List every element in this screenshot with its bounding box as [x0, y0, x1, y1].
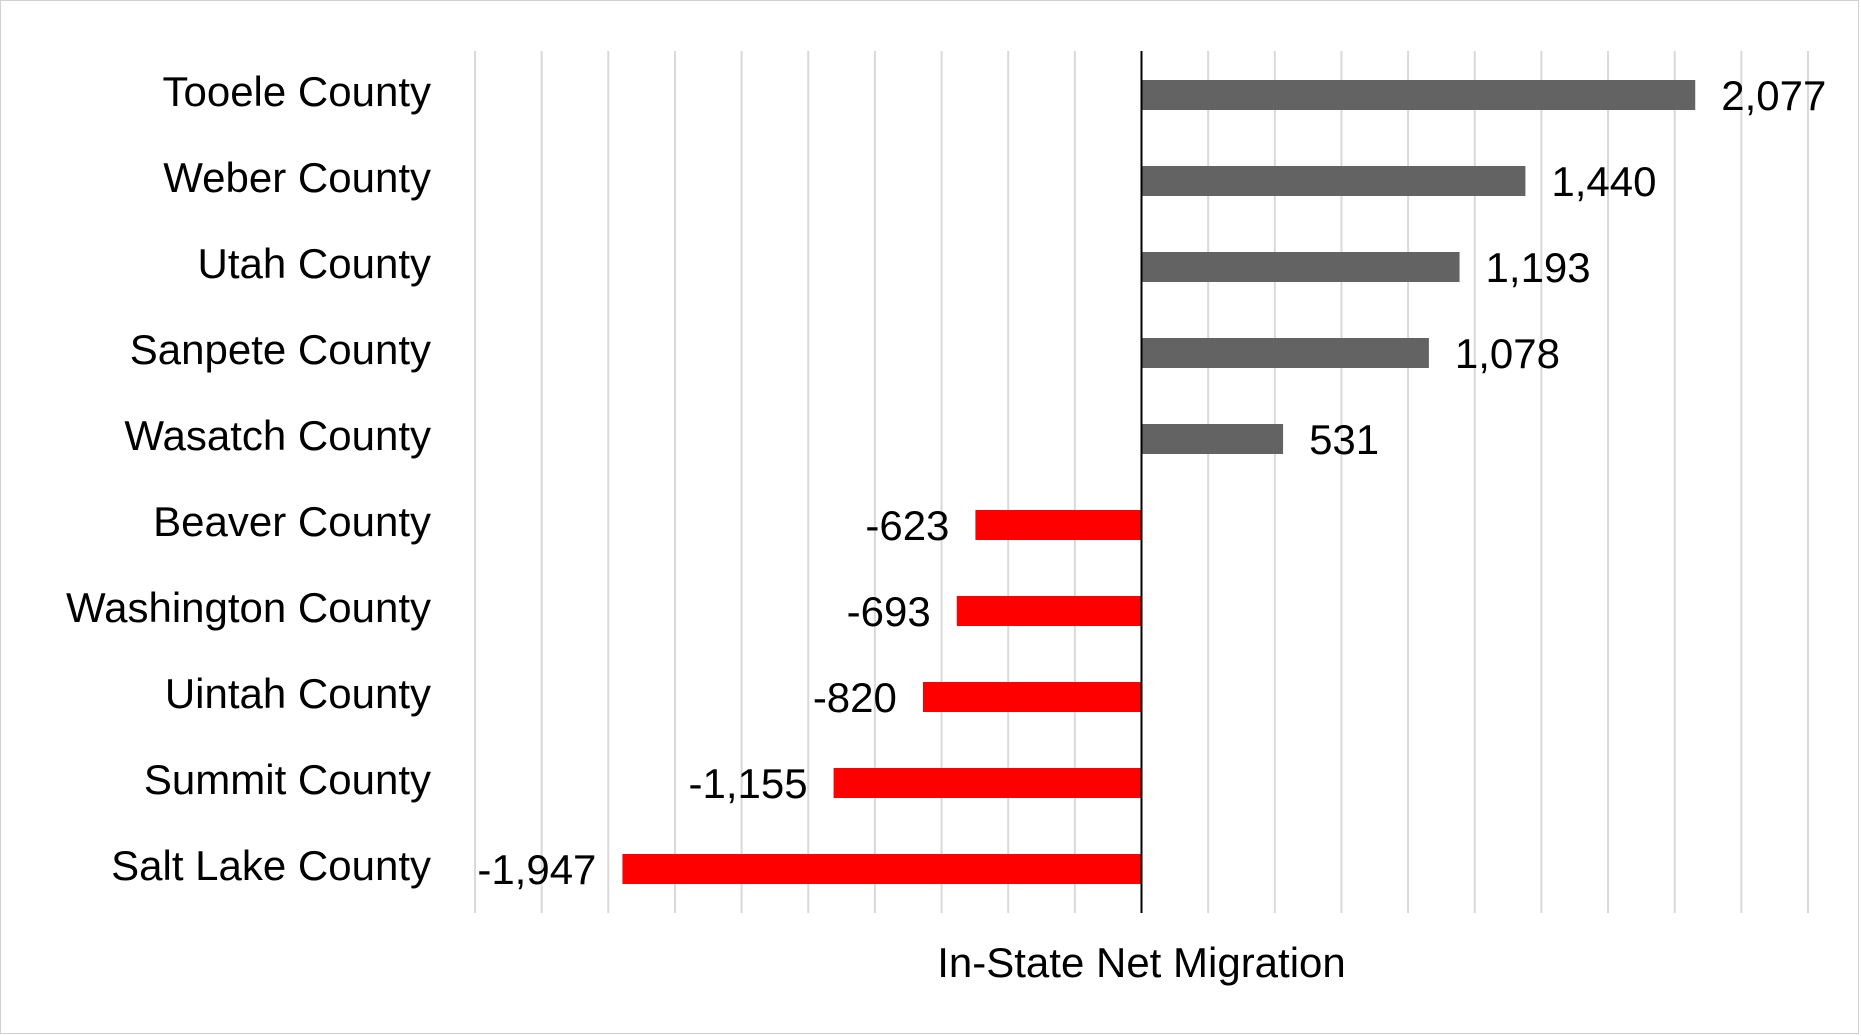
- bar: [1141, 338, 1429, 368]
- category-label: Uintah County: [165, 670, 431, 717]
- bars: [622, 80, 1696, 884]
- data-label: -1,155: [688, 760, 807, 807]
- category-label: Summit County: [144, 756, 431, 803]
- bar: [956, 596, 1142, 626]
- data-label: 2,077: [1721, 72, 1826, 119]
- data-label: -1,947: [477, 846, 596, 893]
- bar: [1141, 252, 1460, 282]
- bar: [833, 768, 1142, 798]
- category-labels: Tooele County Weber County Utah County Sanp…: [66, 68, 431, 889]
- category-label: Utah County: [198, 240, 431, 287]
- bar: [622, 854, 1142, 884]
- bar: [1141, 80, 1696, 110]
- data-labels: 2,077 1,440 1,193 1,078 531 -623 -693 -820-1,15…: [477, 72, 1826, 893]
- data-label: -623: [865, 502, 949, 549]
- category-label: Washington County: [66, 584, 431, 631]
- category-label: Wasatch County: [124, 412, 431, 459]
- data-label: 1,193: [1486, 244, 1591, 291]
- data-label: 531: [1309, 416, 1379, 463]
- category-label: Beaver County: [153, 498, 431, 545]
- bar: [922, 682, 1142, 712]
- category-label: Weber County: [163, 154, 431, 201]
- bar: [1141, 424, 1284, 454]
- category-label: Salt Lake County: [111, 842, 431, 889]
- bar: [975, 510, 1142, 540]
- category-label: Tooele County: [162, 68, 431, 115]
- data-label: 1,440: [1551, 158, 1656, 205]
- data-label: -820: [813, 674, 897, 721]
- x-axis-title: In-State Net Migration: [937, 939, 1346, 986]
- category-label: Sanpete County: [130, 326, 431, 373]
- data-label: 1,078: [1455, 330, 1560, 377]
- data-label: -693: [847, 588, 931, 635]
- bar: [1141, 166, 1526, 196]
